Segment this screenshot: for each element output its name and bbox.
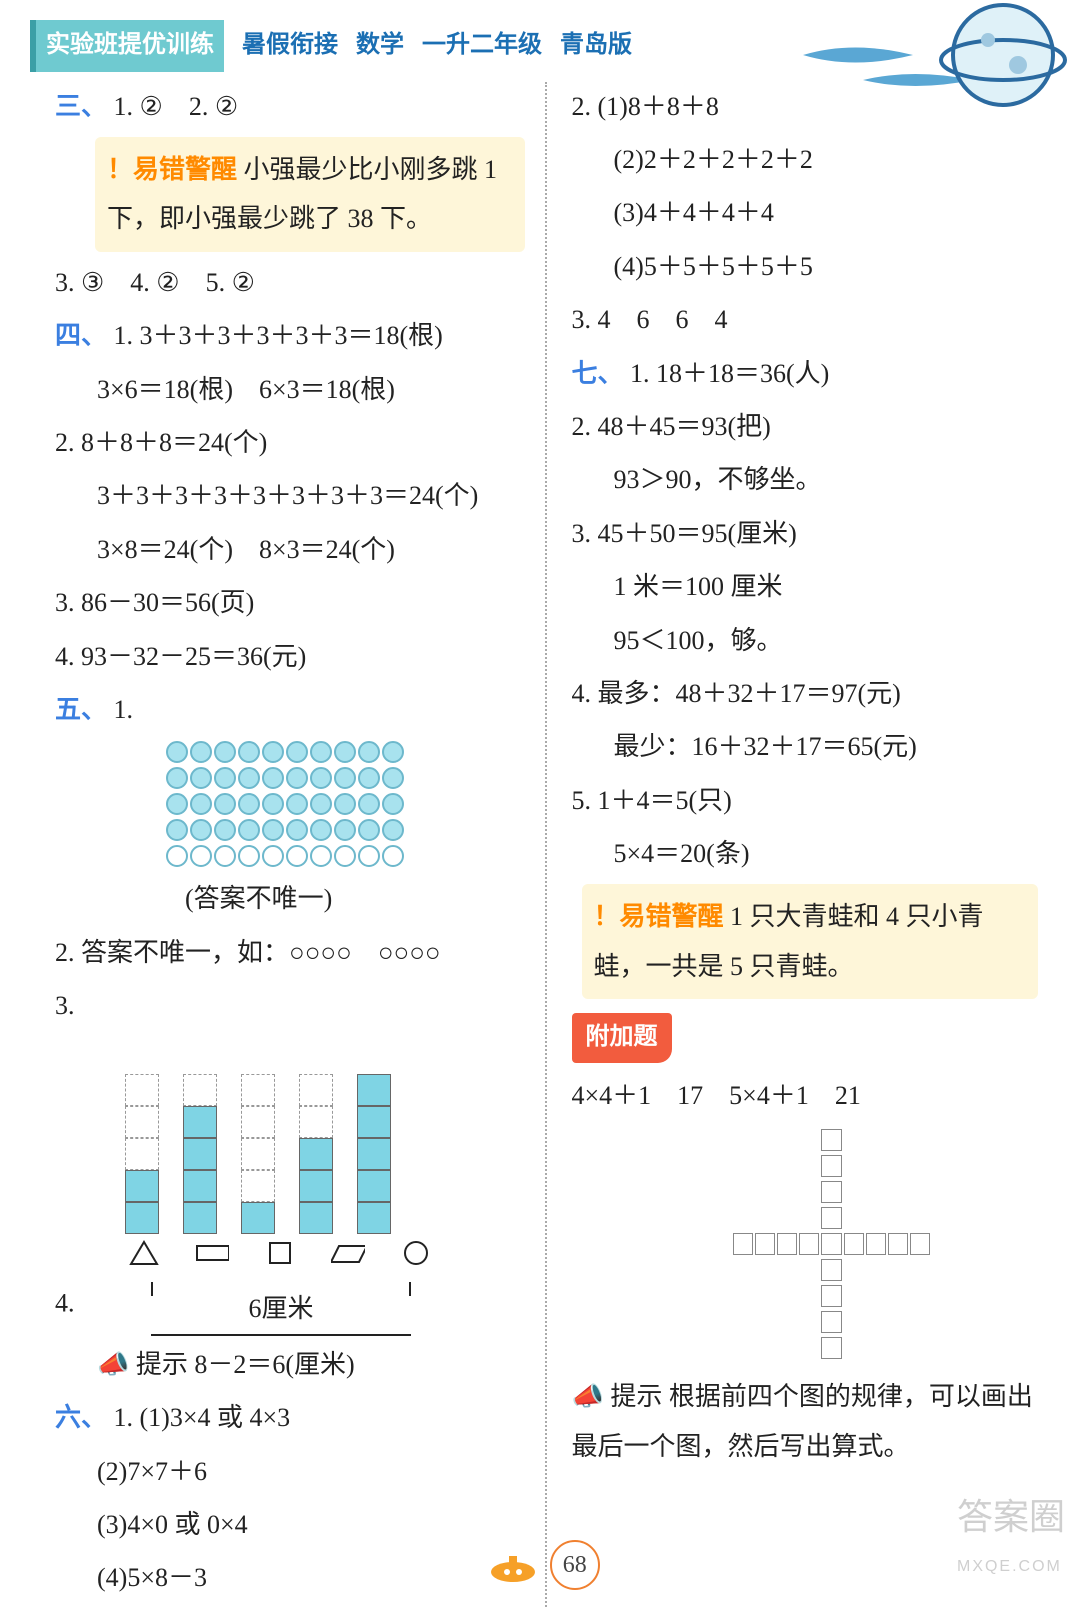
s5-hint4-text: 提示 8－2＝6(厘米) [136,1350,355,1379]
s7-l1: 七、 1. 18＋18＝36(人) [572,349,1039,398]
submarine-icon [483,1546,543,1586]
hint-icon-2: 📣 [572,1382,604,1411]
section-3-num: 三、 [55,92,107,121]
s7-l5: 5. 1＋4＝5(只) [572,776,1039,825]
watermark: 答案圈 MXQE.COM [957,1483,1065,1582]
s5-l2: 2. 答案不唯一，如：○○○○ ○○○○ [55,928,525,977]
watermark-small: MXQE.COM [957,1552,1065,1582]
header-text-1: 暑假衔接 [242,23,338,69]
p3: 3. 4 6 6 4 [572,295,1039,344]
section-7-num: 七、 [572,359,624,388]
warn-label: ！易错警醒 [107,155,237,184]
s4-l2c: 3×8＝24(个) 8×3＝24(个) [55,525,525,574]
header-badge: 实验班提优训练 [30,20,224,72]
page-number: 68 [550,1540,600,1590]
watermark-big: 答案圈 [957,1496,1065,1537]
s5-l3: 3. [55,981,525,1030]
header-text-3: 一升二年级 [422,23,542,69]
section-6-num: 六、 [55,1403,107,1432]
s4-l1-text: 1. 3＋3＋3＋3＋3＋3＝18(根) [114,321,443,350]
s4-l3: 3. 86－30＝56(页) [55,578,525,627]
right-column: 2. (1)8＋8＋8 (2)2＋2＋2＋2＋2 (3)4＋4＋4＋4 (4)5… [547,82,1054,1607]
s3-line1: 三、 1. ② 2. ② [55,82,525,131]
content-columns: 三、 1. ② 2. ② ！易错警醒 小强最少比小刚多跳 1 下，即小强最少跳了… [0,82,1083,1607]
circle-grid [165,740,525,870]
s4-l1b: 3×6＝18(根) 6×3＝18(根) [55,365,525,414]
s7-l1-text: 1. 18＋18＝36(人) [630,359,829,388]
planet-decoration [793,0,1073,120]
s7-l5b: 5×4＝20(条) [572,829,1039,878]
s5-l1: 五、 1. [55,685,525,734]
shape-row [127,1240,525,1266]
bar-chart [125,1034,525,1234]
s7-l2b: 93＞90，不够坐。 [572,455,1039,504]
s7-l2: 2. 48＋45＝93(把) [572,402,1039,451]
s6-l1-text: 1. (1)3×4 或 4×3 [114,1403,291,1432]
s4-l1: 四、 1. 3＋3＋3＋3＋3＋3＝18(根) [55,311,525,360]
s5-l4: 4. 6厘米 [55,1276,525,1335]
s5-hint4: 📣 提示 8－2＝6(厘米) [55,1340,525,1389]
s7-l4: 4. 最多：48＋32＋17＝97(元) [572,669,1039,718]
s4-l4: 4. 93－32－25＝36(元) [55,632,525,681]
s7-l3c: 95＜100，够。 [572,616,1039,665]
s3-line2: 3. ③ 4. ② 5. ② [55,258,525,307]
p2d: (4)5＋5＋5＋5＋5 [572,242,1039,291]
s6-l1: 六、 1. (1)3×4 或 4×3 [55,1393,525,1442]
warn-label-2: ！易错警醒 [594,902,724,931]
bonus-title: 附加题 [572,1013,672,1063]
bonus-hint: 📣 提示 根据前四个图的规律，可以画出最后一个图，然后写出算式。 [572,1372,1039,1471]
s5-caption: (答案不唯一) [55,874,525,923]
s7-l4b: 最少：16＋32＋17＝65(元) [572,722,1039,771]
s4-l2: 2. 8＋8＋8＝24(个) [55,418,525,467]
s3-answers: 1. ② 2. ② [114,92,239,121]
footer: 68 [0,1539,1083,1590]
section-5-num: 五、 [55,695,107,724]
bonus-hint-text: 提示 根据前四个图的规律，可以画出最后一个图，然后写出算式。 [572,1382,1033,1460]
s7-l3: 3. 45＋50＝95(厘米) [572,509,1039,558]
s5-l4-num: 4. [55,1289,75,1318]
s4-l2b: 3＋3＋3＋3＋3＋3＋3＋3＝24(个) [55,471,525,520]
bonus-section: 附加题 [572,1005,1039,1071]
hint-icon: 📣 [97,1350,129,1379]
bonus-figure [732,1128,1039,1362]
s7-warning: ！易错警醒 1 只大青蛙和 4 只小青蛙，一共是 5 只青蛙。 [582,884,1039,999]
s7-l3b: 1 米＝100 厘米 [572,562,1039,611]
bonus-line: 4×4＋1 17 5×4＋1 21 [572,1071,1039,1120]
ruler-label: 6厘米 [248,1294,313,1323]
s3-warning: ！易错警醒 小强最少比小刚多跳 1 下，即小强最少跳了 38 下。 [95,137,525,252]
left-column: 三、 1. ② 2. ② ！易错警醒 小强最少比小刚多跳 1 下，即小强最少跳了… [40,82,547,1607]
p2b: (2)2＋2＋2＋2＋2 [572,135,1039,184]
header-text-4: 青岛版 [560,23,632,69]
p2c: (3)4＋4＋4＋4 [572,188,1039,237]
s5-l1-text: 1. [114,695,134,724]
header-text-2: 数学 [356,23,404,69]
s6-l2: (2)7×7＋6 [55,1447,525,1496]
section-4-num: 四、 [55,321,107,350]
